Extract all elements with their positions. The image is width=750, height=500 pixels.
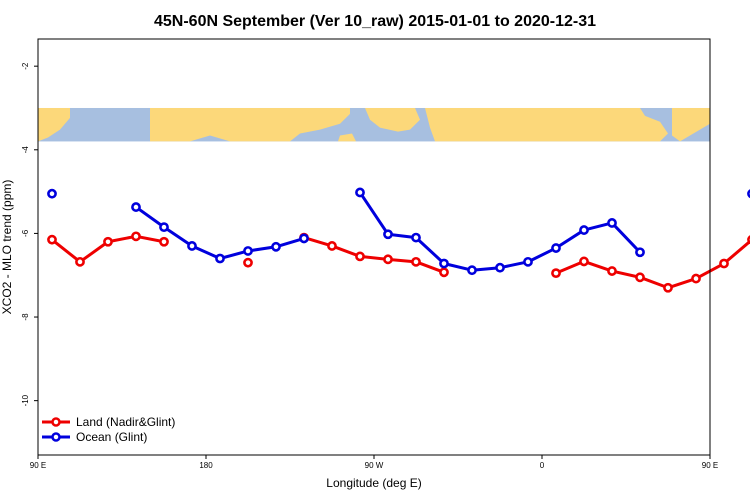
data-point: [131, 231, 141, 242]
data-point: [663, 282, 673, 293]
x-tick-label: 90 E: [30, 461, 46, 470]
data-point: [47, 234, 57, 245]
data-point: [383, 254, 393, 265]
map-landmass-6: [300, 111, 314, 122]
map-landmass-4: [672, 107, 710, 142]
legend: Land (Nadir&Glint) Ocean (Glint): [42, 415, 175, 444]
data-point: [243, 257, 253, 268]
data-point: [159, 236, 169, 247]
series-line: [358, 191, 642, 272]
map-landmass-0: [38, 107, 70, 142]
x-tick-label: 90 E: [702, 461, 718, 470]
data-point: [327, 241, 337, 251]
data-point: [635, 272, 645, 283]
chart-title: 45N-60N September (Ver 10_raw) 2015-01-0…: [154, 13, 596, 30]
legend-land-marker: [51, 417, 61, 427]
world-map-band: [38, 107, 710, 142]
map-landmass-2: [365, 107, 420, 132]
legend-ocean-label: Ocean (Glint): [76, 430, 147, 444]
data-point: [243, 246, 253, 256]
data-point: [579, 256, 589, 267]
data-point: [579, 225, 589, 235]
data-point: [551, 268, 561, 279]
data-point: [411, 232, 421, 243]
data-point: [355, 187, 365, 198]
data-point: [215, 253, 225, 264]
data-point: [75, 256, 85, 267]
map-landmass-1: [150, 107, 350, 142]
data-point: [607, 218, 617, 228]
legend-land-label: Land (Nadir&Glint): [76, 415, 175, 429]
data-point: [719, 258, 729, 269]
data-point: [439, 267, 449, 278]
x-tick-label: 180: [199, 461, 213, 470]
data-point: [411, 256, 421, 267]
data-point: [523, 256, 533, 267]
plot-frame: [37, 38, 711, 456]
series-layer: [47, 187, 750, 293]
map-landmass-5: [338, 133, 356, 142]
data-point: [383, 229, 393, 240]
x-tick-label: 90 W: [365, 461, 384, 470]
data-point: [159, 222, 169, 233]
data-point: [691, 273, 701, 284]
x-axis-label: Longitude (deg E): [326, 476, 421, 490]
y-tick-label: -10: [21, 394, 30, 406]
data-point: [355, 251, 365, 262]
data-point: [271, 241, 281, 252]
data-point: [131, 202, 141, 212]
y-tick-label: -6: [21, 229, 30, 237]
data-point: [103, 236, 113, 247]
series-land: [47, 231, 750, 293]
map-landmass-3: [425, 107, 668, 142]
data-point: [187, 241, 197, 251]
data-point: [635, 247, 645, 258]
data-point: [299, 233, 309, 244]
data-point: [467, 265, 477, 276]
data-point: [495, 262, 505, 273]
legend-ocean-marker: [51, 432, 61, 442]
data-point: [439, 258, 449, 269]
y-tick-label: -8: [21, 313, 30, 321]
y-tick-label: -4: [21, 146, 30, 154]
series-ocean: [47, 187, 750, 276]
x-tick-label: 0: [540, 461, 545, 470]
y-tick-label: -2: [21, 62, 30, 70]
data-point: [47, 188, 57, 199]
data-point: [607, 266, 617, 276]
y-axis: -2 -4 -6 -8 -10: [21, 62, 38, 406]
data-point: [551, 243, 561, 253]
y-axis-label: XCO2 - MLO trend (ppm): [0, 180, 14, 315]
